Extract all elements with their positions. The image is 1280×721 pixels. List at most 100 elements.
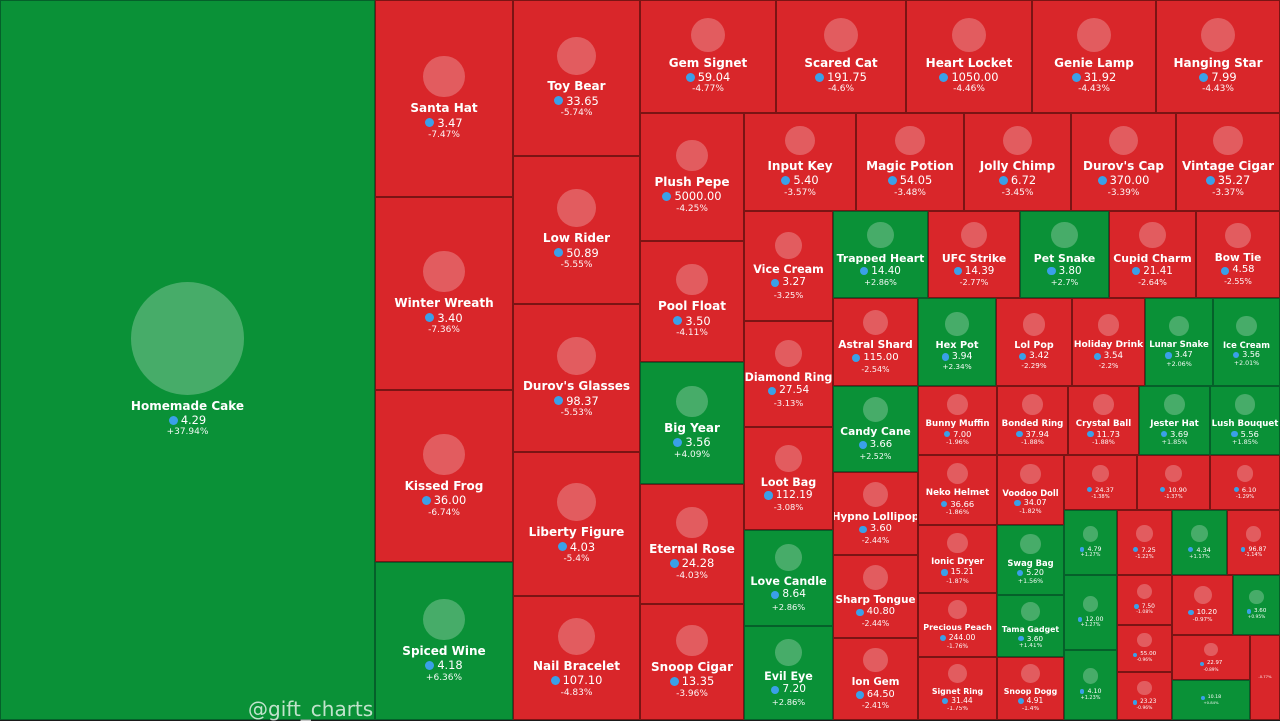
gift-tile[interactable]: Kissed Frog 36.00 -6.74% bbox=[375, 390, 513, 562]
gift-tile[interactable]: Signet Ring 31.44 -1.75% bbox=[918, 657, 997, 720]
gift-tile[interactable]: Hanging Star 7.99 -4.43% bbox=[1156, 0, 1280, 113]
gift-tile[interactable]: Evil Eye 7.20 +2.86% bbox=[744, 626, 833, 720]
gift-tile[interactable]: Vice Cream 3.27 -3.25% bbox=[744, 211, 833, 321]
gift-change: -3.08% bbox=[773, 502, 804, 513]
gift-price: 11.73 bbox=[1087, 429, 1120, 439]
gift-tile[interactable]: Sharp Tongue 40.80 -2.44% bbox=[833, 555, 918, 638]
gift-icon bbox=[1137, 633, 1152, 648]
ton-icon bbox=[852, 354, 861, 363]
ton-icon bbox=[939, 634, 946, 641]
gift-tile[interactable]: Jester Hat 3.69 +1.85% bbox=[1139, 386, 1210, 455]
gift-tile[interactable]: 4.79 +1.27% bbox=[1064, 510, 1117, 575]
gift-change: -2.77% bbox=[959, 276, 989, 287]
gift-tile[interactable]: 55.00 -0.96% bbox=[1117, 625, 1172, 672]
gift-tile[interactable]: 23.23 -0.96% bbox=[1117, 672, 1172, 720]
gift-tile[interactable]: 7.25 -1.22% bbox=[1117, 510, 1172, 575]
price-value: 7.99 bbox=[1211, 70, 1237, 85]
gift-tile[interactable]: Precious Peach 244.00 -1.76% bbox=[918, 593, 997, 657]
gift-tile[interactable]: 12.00 +1.27% bbox=[1064, 575, 1117, 650]
gift-tile[interactable]: Trapped Heart 14.40 +2.86% bbox=[833, 211, 928, 298]
gift-price: 21.41 bbox=[1132, 265, 1173, 278]
price-value: 33.65 bbox=[566, 93, 599, 108]
gift-price: 31.44 bbox=[942, 696, 973, 706]
ton-icon bbox=[685, 72, 695, 82]
gift-tile[interactable]: Spiced Wine 4.18 +6.36% bbox=[375, 562, 513, 720]
price-value: 7.20 bbox=[782, 683, 806, 696]
gift-tile[interactable]: Winter Wreath 3.40 -7.36% bbox=[375, 197, 513, 390]
gift-price: 3.47 bbox=[425, 116, 463, 130]
gift-change: -6.74% bbox=[428, 507, 460, 518]
gift-tile[interactable]: -0.77% bbox=[1250, 635, 1280, 720]
ton-icon bbox=[1188, 609, 1194, 616]
gift-tile[interactable]: 10.90 -1.37% bbox=[1137, 455, 1210, 510]
gift-tile[interactable]: Ion Gem 64.50 -2.41% bbox=[833, 638, 918, 720]
gift-tile[interactable]: Nail Bracelet 107.10 -4.83% bbox=[513, 596, 640, 720]
gift-tile[interactable]: Gem Signet 59.04 -4.77% bbox=[640, 0, 776, 113]
gift-tile[interactable]: Tama Gadget 3.60 +1.41% bbox=[997, 595, 1064, 657]
gift-tile[interactable]: 24.37 -1.38% bbox=[1064, 455, 1137, 510]
gift-tile[interactable]: Santa Hat 3.47 -7.47% bbox=[375, 0, 513, 197]
gift-tile[interactable]: Liberty Figure 4.03 -5.4% bbox=[513, 452, 640, 596]
gift-tile[interactable]: Jolly Chimp 6.72 -3.45% bbox=[964, 113, 1071, 211]
gift-tile[interactable]: Snoop Dogg 4.91 -1.4% bbox=[997, 657, 1064, 720]
gift-tile[interactable]: Pet Snake 3.80 +2.7% bbox=[1020, 211, 1109, 298]
gift-tile[interactable]: 22.97 -0.89% bbox=[1172, 635, 1250, 680]
gift-tile[interactable]: 7.50 -1.08% bbox=[1117, 575, 1172, 625]
gift-tile[interactable]: Neko Helmet 36.66 -1.86% bbox=[918, 455, 997, 525]
gift-tile[interactable]: Bow Tie 4.58 -2.55% bbox=[1196, 211, 1280, 298]
gift-icon bbox=[557, 189, 596, 228]
gift-tile[interactable]: Loot Bag 112.19 -3.08% bbox=[744, 427, 833, 530]
gift-tile[interactable]: Vintage Cigar 35.27 -3.37% bbox=[1176, 113, 1280, 211]
gift-tile[interactable]: Ice Cream 3.56 +2.01% bbox=[1213, 298, 1280, 386]
gift-tile[interactable]: 4.10 +1.23% bbox=[1064, 650, 1117, 720]
gift-tile[interactable]: Diamond Ring 27.54 -3.13% bbox=[744, 321, 833, 427]
gift-price: 4.79 bbox=[1079, 546, 1101, 554]
gift-tile[interactable]: Cupid Charm 21.41 -2.64% bbox=[1109, 211, 1196, 298]
gift-tile[interactable]: Durov's Glasses 98.37 -5.53% bbox=[513, 304, 640, 452]
gift-tile[interactable]: Big Year 3.56 +4.09% bbox=[640, 362, 744, 484]
gift-tile[interactable]: Holiday Drink 3.54 -2.2% bbox=[1072, 298, 1145, 386]
gift-name: Lunar Snake bbox=[1149, 340, 1209, 351]
gift-tile[interactable]: 4.34 +1.17% bbox=[1172, 510, 1227, 575]
gift-tile[interactable]: Homemade Cake 4.29 +37.94% bbox=[0, 0, 375, 720]
gift-name: Love Candle bbox=[750, 575, 827, 589]
gift-price: 23.23 bbox=[1132, 699, 1156, 706]
gift-tile[interactable]: Voodoo Doll 34.07 -1.82% bbox=[997, 455, 1064, 525]
gift-icon bbox=[952, 17, 986, 52]
gift-tile[interactable]: Snoop Cigar 13.35 -3.96% bbox=[640, 604, 744, 720]
gift-tile[interactable]: Plush Pepe 5000.00 -4.25% bbox=[640, 113, 744, 241]
gift-tile[interactable]: 3.60 +0.95% bbox=[1233, 575, 1280, 635]
gift-tile[interactable]: Pool Float 3.50 -4.11% bbox=[640, 241, 744, 362]
ton-icon bbox=[168, 415, 178, 425]
gift-tile[interactable]: 6.10 -1.29% bbox=[1210, 455, 1280, 510]
ton-icon bbox=[669, 558, 679, 568]
gift-tile[interactable]: Bunny Muffin 7.00 -1.96% bbox=[918, 386, 997, 455]
gift-tile[interactable]: Genie Lamp 31.92 -4.43% bbox=[1032, 0, 1156, 113]
gift-tile[interactable]: Swag Bag 5.20 +1.56% bbox=[997, 525, 1064, 595]
gift-tile[interactable]: UFC Strike 14.39 -2.77% bbox=[928, 211, 1020, 298]
gift-tile[interactable]: Candy Cane 3.66 +2.52% bbox=[833, 386, 918, 472]
gift-tile[interactable]: Magic Potion 54.05 -3.48% bbox=[856, 113, 964, 211]
gift-tile[interactable]: Toy Bear 33.65 -5.74% bbox=[513, 0, 640, 156]
price-value: 14.39 bbox=[964, 264, 995, 277]
gift-tile[interactable]: Bonded Ring 37.94 -1.88% bbox=[997, 386, 1068, 455]
gift-tile[interactable]: Lol Pop 3.42 -2.29% bbox=[996, 298, 1072, 386]
price-value: 31.44 bbox=[951, 696, 973, 706]
gift-tile[interactable]: Crystal Ball 11.73 -1.88% bbox=[1068, 386, 1139, 455]
gift-tile[interactable]: 10.18 +0.84% bbox=[1172, 680, 1250, 720]
gift-tile[interactable]: Astral Shard 115.00 -2.54% bbox=[833, 298, 918, 386]
gift-tile[interactable]: Lunar Snake 3.47 +2.06% bbox=[1145, 298, 1213, 386]
gift-tile[interactable]: Durov's Cap 370.00 -3.39% bbox=[1071, 113, 1176, 211]
gift-tile[interactable]: Hypno Lollipop 3.60 -2.44% bbox=[833, 472, 918, 555]
gift-tile[interactable]: 10.20 -0.97% bbox=[1172, 575, 1233, 635]
gift-tile[interactable]: Ionic Dryer 15.21 -1.87% bbox=[918, 525, 997, 593]
gift-tile[interactable]: Love Candle 8.64 +2.86% bbox=[744, 530, 833, 626]
gift-tile[interactable]: Input Key 5.40 -3.57% bbox=[744, 113, 856, 211]
gift-tile[interactable]: 96.87 -1.14% bbox=[1227, 510, 1280, 575]
gift-tile[interactable]: Hex Pot 3.94 +2.34% bbox=[918, 298, 996, 386]
gift-tile[interactable]: Low Rider 50.89 -5.55% bbox=[513, 156, 640, 304]
gift-tile[interactable]: Lush Bouquet 5.56 +1.85% bbox=[1210, 386, 1280, 455]
gift-tile[interactable]: Scared Cat 191.75 -4.6% bbox=[776, 0, 906, 113]
gift-tile[interactable]: Heart Locket 1050.00 -4.46% bbox=[906, 0, 1032, 113]
gift-tile[interactable]: Eternal Rose 24.28 -4.03% bbox=[640, 484, 744, 604]
